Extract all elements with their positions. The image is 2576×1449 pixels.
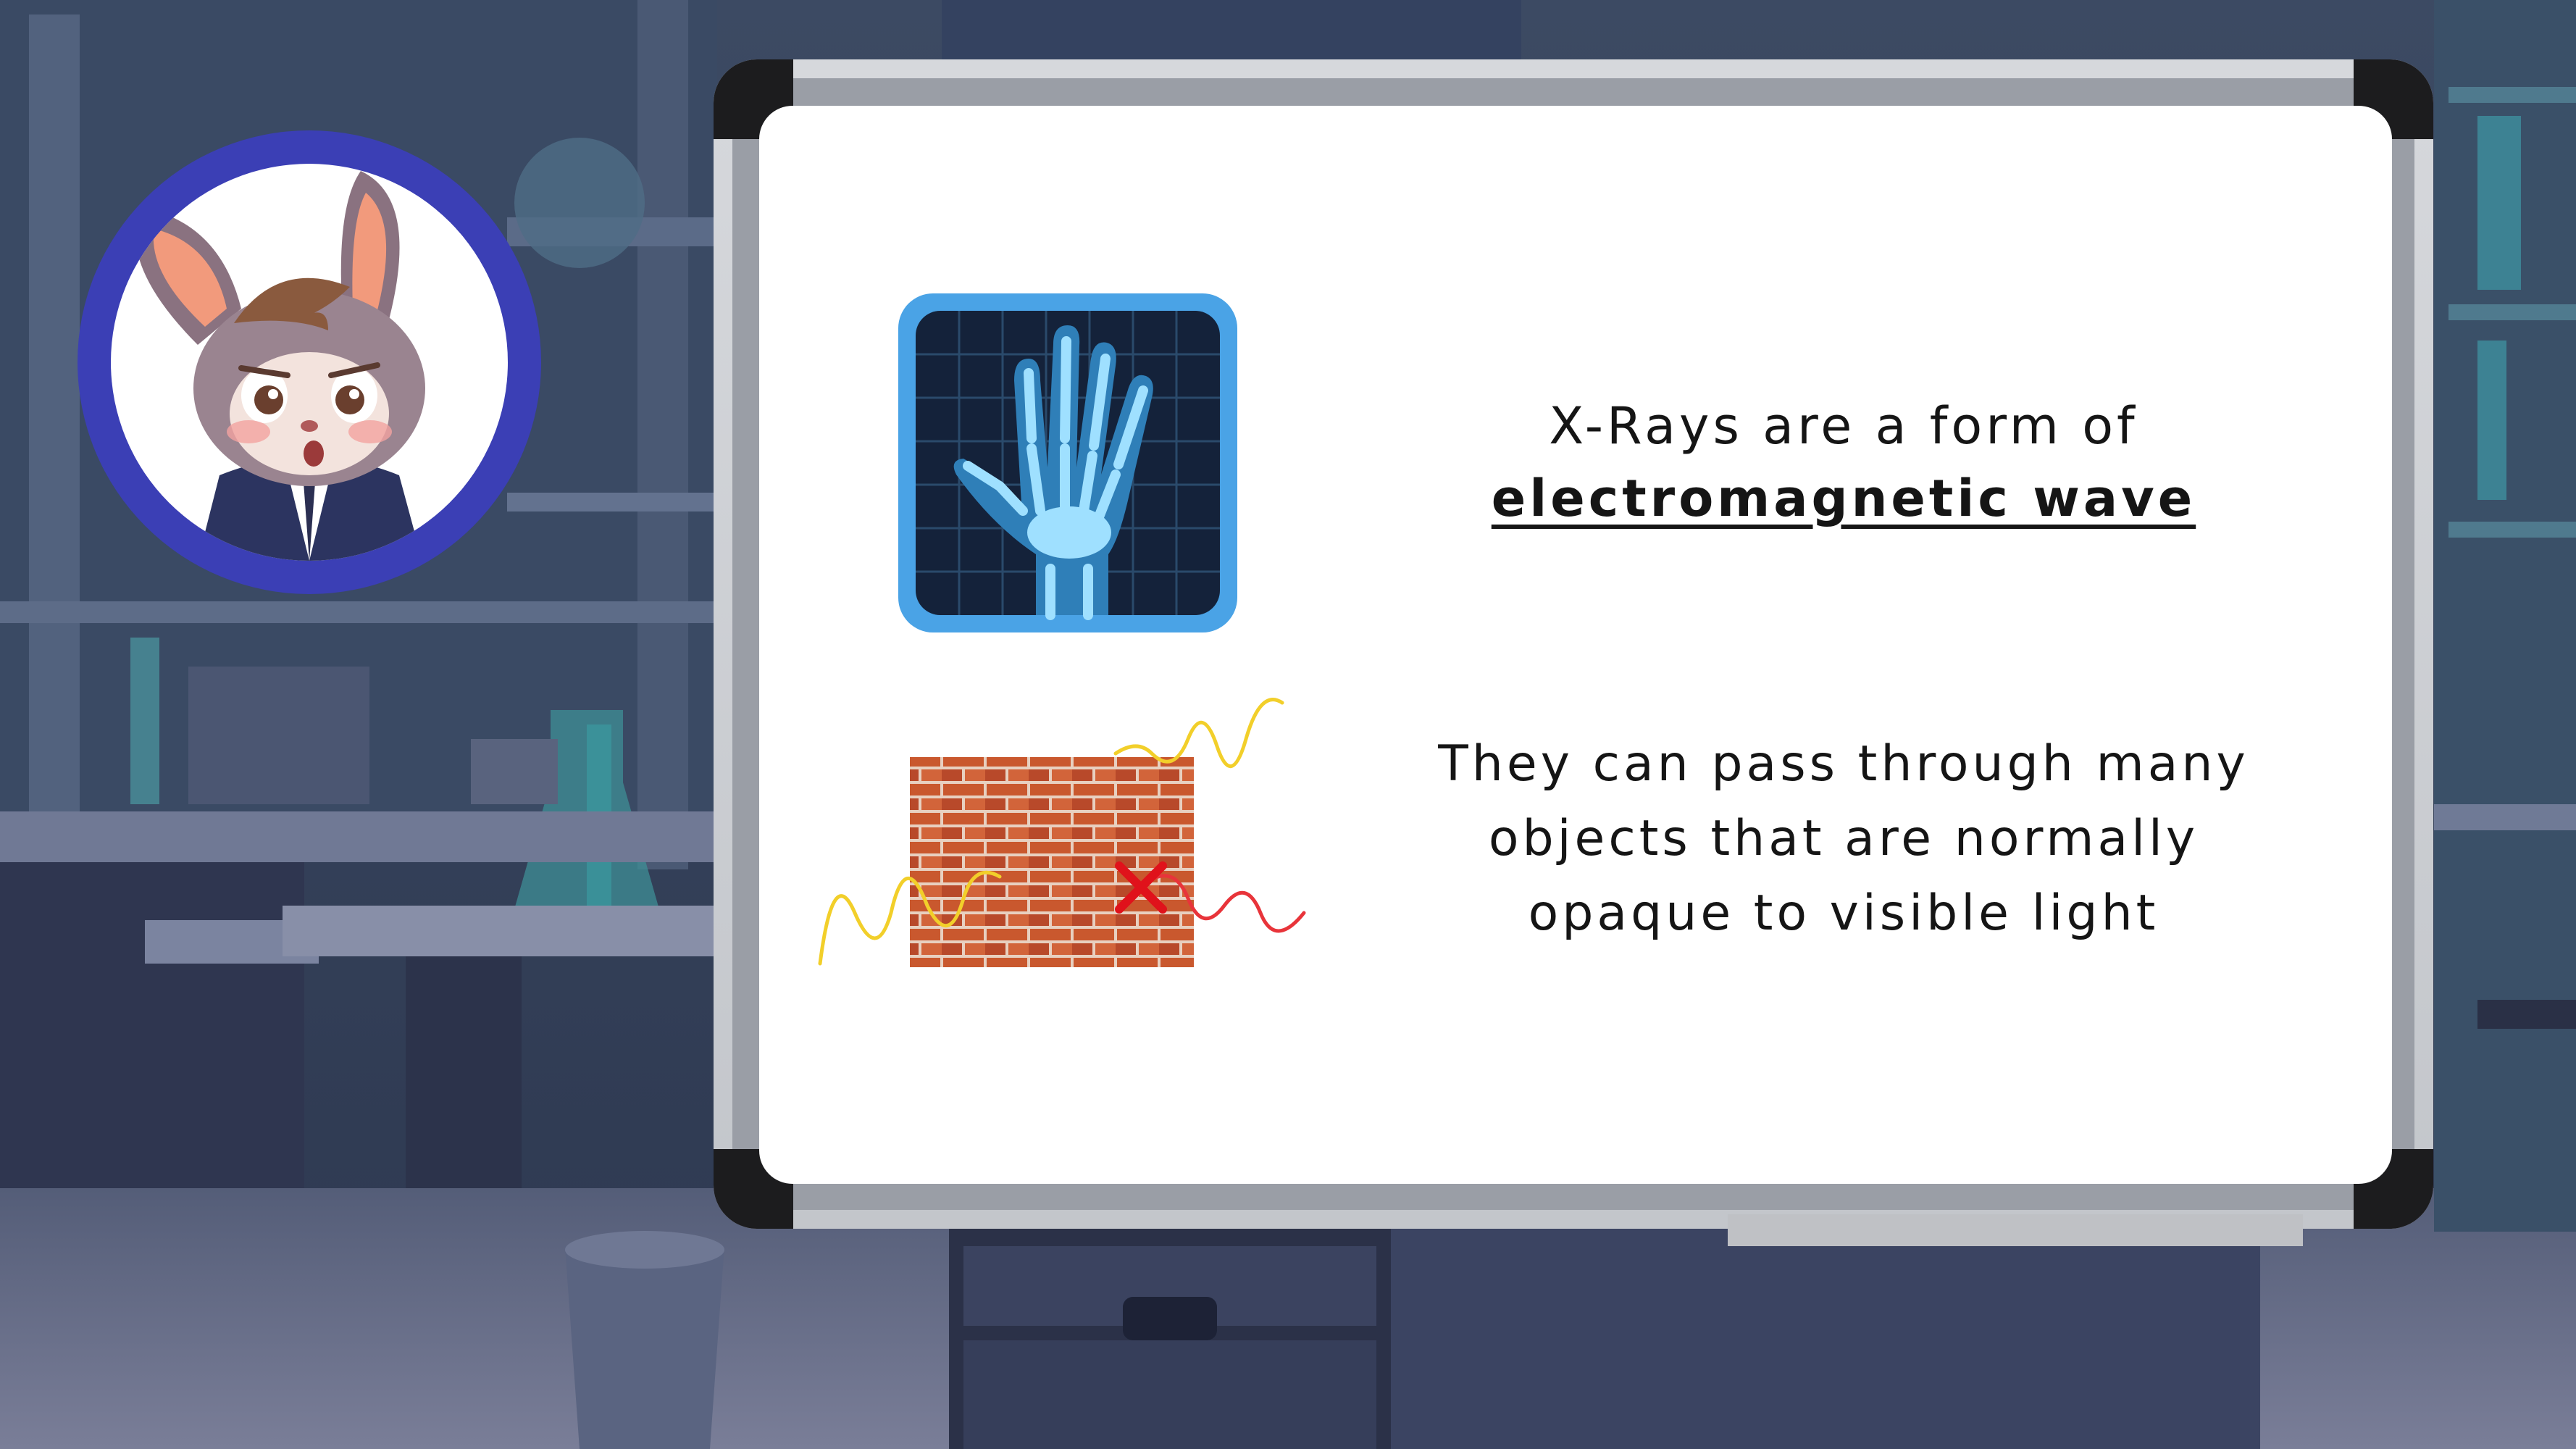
marker-tray	[1728, 1214, 2303, 1246]
brick-wall	[910, 757, 1194, 967]
red-x-mark	[1115, 861, 1167, 914]
rabbit-character-avatar	[111, 164, 508, 561]
paragraph-line: They can pass through many	[1438, 735, 2249, 793]
emphasis-keyword: electromagnetic wave	[1491, 469, 2196, 528]
brick-wall-wave-icon	[811, 696, 1333, 978]
avatar	[78, 130, 541, 594]
xray-definition-text: X-Rays are a form of	[1549, 396, 2138, 456]
paragraph-line: objects that are normally	[1488, 810, 2199, 867]
xray-property-paragraph: They can pass through many objects that …	[1398, 727, 2289, 951]
xray-hand-icon	[898, 293, 1237, 632]
whiteboard-surface	[759, 106, 2392, 1184]
paragraph-line: opaque to visible light	[1528, 885, 2159, 942]
